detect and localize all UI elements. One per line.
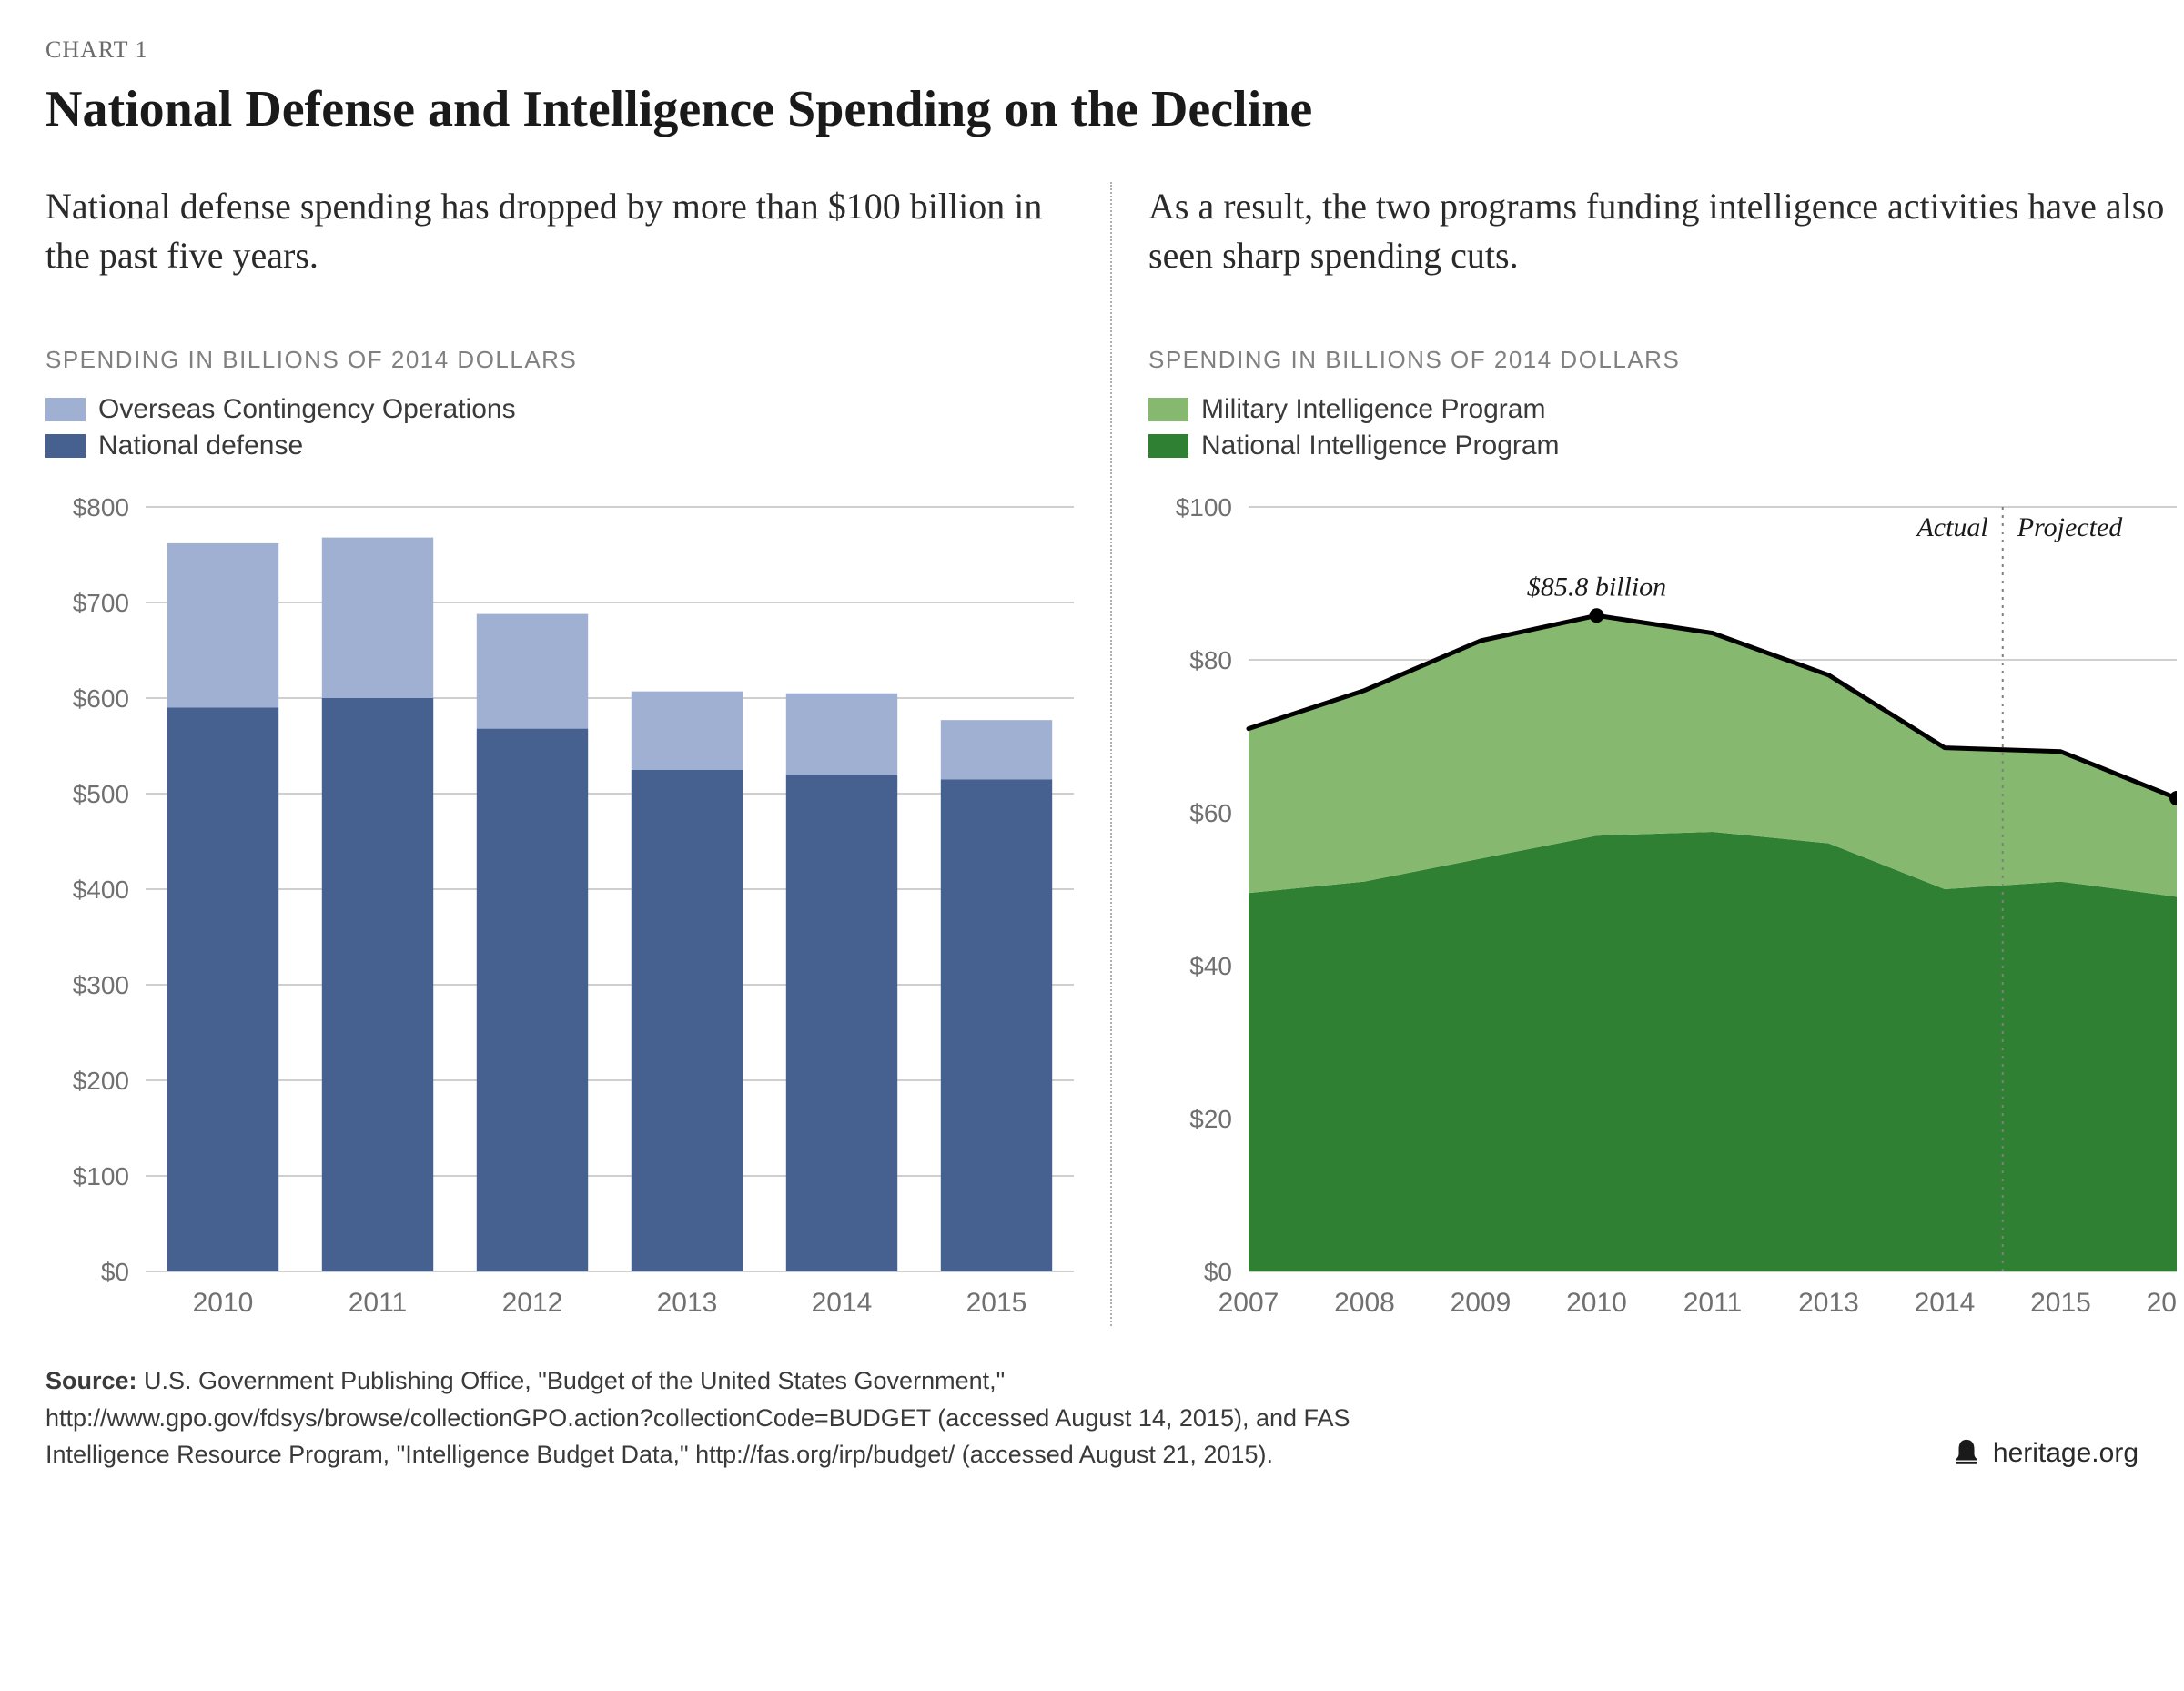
- svg-text:2013: 2013: [657, 1288, 718, 1318]
- svg-text:$0: $0: [1204, 1258, 1232, 1286]
- source-text: Source: U.S. Government Publishing Offic…: [46, 1362, 1365, 1473]
- bell-icon: [1951, 1437, 1982, 1468]
- svg-text:2009: 2009: [1451, 1288, 1512, 1318]
- svg-text:Actual: Actual: [1915, 512, 1987, 542]
- svg-text:$100: $100: [73, 1162, 129, 1190]
- svg-text:$400: $400: [73, 876, 129, 904]
- left-axis-title: SPENDING IN BILLIONS OF 2014 DOLLARS: [46, 346, 1074, 374]
- svg-text:$500: $500: [73, 780, 129, 808]
- chart-title: National Defense and Intelligence Spendi…: [46, 80, 2138, 138]
- right-lede: As a result, the two programs funding in…: [1148, 182, 2177, 300]
- legend-label: Military Intelligence Program: [1201, 394, 1545, 425]
- right-legend: Military Intelligence Program National In…: [1148, 394, 2177, 461]
- legend-label: National Intelligence Program: [1201, 430, 1560, 461]
- right-axis-title: SPENDING IN BILLIONS OF 2014 DOLLARS: [1148, 346, 2177, 374]
- legend-swatch: [46, 398, 86, 421]
- svg-text:$800: $800: [73, 498, 129, 521]
- source-body: U.S. Government Publishing Office, "Budg…: [46, 1367, 1350, 1468]
- legend-swatch: [1148, 398, 1188, 421]
- left-chart: $0 $100 $200 $300 $400 $500 $600 $700 $800 2010 20…: [46, 498, 1074, 1326]
- stacked-area-chart: $0 $20 $40 $60 $80 $100 Actual Projected $85.8 b…: [1148, 498, 2177, 1326]
- legend-item: National defense: [46, 430, 1074, 461]
- svg-text:$20: $20: [1189, 1105, 1232, 1133]
- svg-text:$85.8 billion: $85.8 billion: [1527, 572, 1666, 602]
- stacked-bar-chart: $0 $100 $200 $300 $400 $500 $600 $700 $800 2010 20…: [46, 498, 1074, 1326]
- legend-swatch: [46, 434, 86, 458]
- svg-text:2016: 2016: [2147, 1288, 2177, 1318]
- left-panel: National defense spending has dropped by…: [46, 182, 1110, 1326]
- svg-text:2014: 2014: [1915, 1288, 1976, 1318]
- brand: heritage.org: [1951, 1433, 2138, 1473]
- left-legend: Overseas Contingency Operations National …: [46, 394, 1074, 461]
- svg-text:2014: 2014: [812, 1288, 873, 1318]
- svg-text:2011: 2011: [349, 1288, 408, 1318]
- chart-eyebrow: CHART 1: [46, 36, 2138, 64]
- left-lede: National defense spending has dropped by…: [46, 182, 1074, 300]
- footer-row: Source: U.S. Government Publishing Offic…: [46, 1362, 2138, 1473]
- legend-item: Military Intelligence Program: [1148, 394, 2177, 425]
- panels-row: National defense spending has dropped by…: [46, 182, 2138, 1326]
- svg-text:2013: 2013: [1798, 1288, 1859, 1318]
- legend-label: National defense: [98, 430, 303, 461]
- svg-text:2010: 2010: [1566, 1288, 1627, 1318]
- svg-text:2015: 2015: [966, 1288, 1027, 1318]
- svg-text:2015: 2015: [2030, 1288, 2091, 1318]
- svg-text:2007: 2007: [1218, 1288, 1279, 1318]
- svg-text:Projected: Projected: [2017, 512, 2124, 542]
- svg-text:$600: $600: [73, 684, 129, 713]
- svg-text:$700: $700: [73, 589, 129, 617]
- svg-text:2010: 2010: [193, 1288, 254, 1318]
- svg-text:$40: $40: [1189, 952, 1232, 980]
- svg-text:$100: $100: [1176, 498, 1232, 521]
- legend-item: National Intelligence Program: [1148, 430, 2177, 461]
- legend-item: Overseas Contingency Operations: [46, 394, 1074, 425]
- right-chart: $0 $20 $40 $60 $80 $100 Actual Projected $85.8 b…: [1148, 498, 2177, 1326]
- svg-text:$200: $200: [73, 1067, 129, 1095]
- legend-swatch: [1148, 434, 1188, 458]
- svg-text:$60: $60: [1189, 799, 1232, 827]
- svg-text:$80: $80: [1189, 646, 1232, 674]
- source-label: Source:: [46, 1367, 137, 1394]
- right-panel: As a result, the two programs funding in…: [1110, 182, 2177, 1326]
- svg-text:2011: 2011: [1684, 1288, 1743, 1318]
- svg-text:2012: 2012: [502, 1288, 563, 1318]
- svg-text:$0: $0: [101, 1258, 129, 1286]
- svg-text:$300: $300: [73, 971, 129, 999]
- svg-text:2008: 2008: [1334, 1288, 1395, 1318]
- brand-text: heritage.org: [1993, 1433, 2138, 1473]
- legend-label: Overseas Contingency Operations: [98, 394, 516, 425]
